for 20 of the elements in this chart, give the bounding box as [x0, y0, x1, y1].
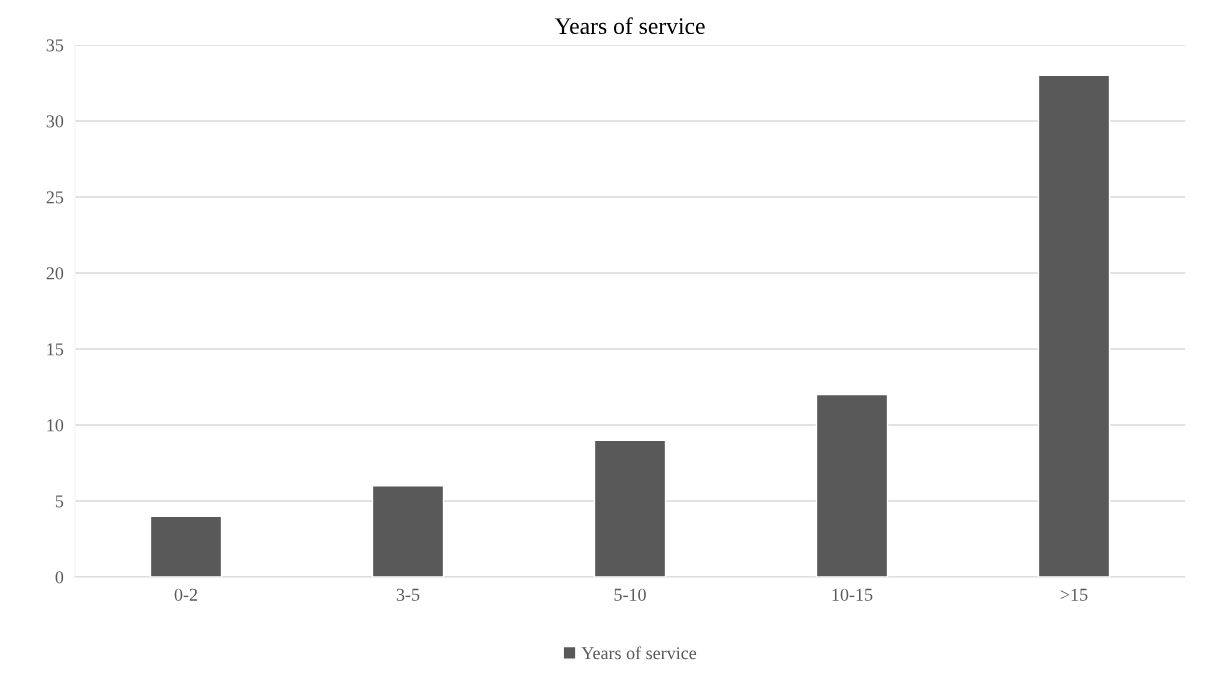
bar [371, 485, 445, 577]
y-tick-label: 20 [46, 267, 64, 280]
y-tick-label: 5 [55, 495, 64, 508]
x-tick-label: 10-15 [832, 588, 873, 601]
y-tick-label: 35 [46, 39, 64, 52]
y-tick-label: 10 [47, 419, 64, 432]
y-tick-label: 15 [47, 343, 64, 356]
x-tick-label: 0-2 [174, 588, 198, 601]
bar [149, 515, 223, 577]
y-tick-label: 25 [46, 191, 64, 204]
legend-label: Years of service [581, 646, 697, 660]
x-tick-label: 5-10 [614, 588, 646, 601]
bar [593, 439, 667, 577]
bar [815, 393, 889, 577]
bar [1037, 74, 1111, 577]
chart-title: Years of service [554, 17, 705, 35]
y-tick-label: 0 [55, 571, 64, 584]
x-tick-label: >15 [1060, 588, 1088, 601]
x-tick-label: 3-5 [396, 588, 420, 601]
y-tick-label: 30 [46, 115, 64, 128]
